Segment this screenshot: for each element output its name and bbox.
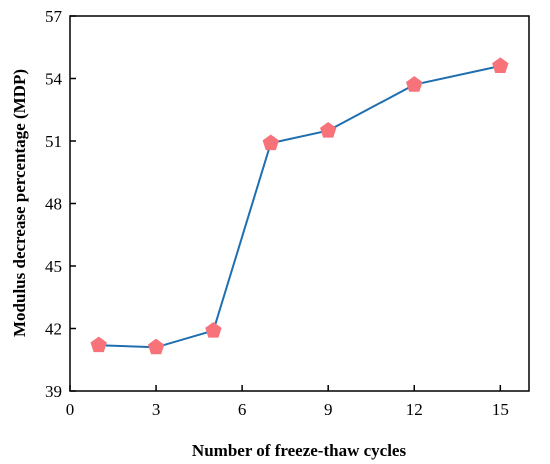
data-point [320,121,337,138]
series-layer [90,57,509,355]
x-tick-label: 9 [324,400,333,419]
x-axis-title: Number of freeze-thaw cycles [192,441,407,460]
y-tick-label: 57 [45,7,63,26]
data-point [406,76,423,92]
y-tick-label: 51 [45,132,62,151]
data-point [492,57,509,73]
tick-labels: 0 3 6 9 12 15 39 42 45 48 51 54 57 [45,7,509,419]
x-tick-label: 3 [152,400,161,419]
data-point [262,134,279,151]
x-tick-label: 12 [406,400,423,419]
plot-frame [69,15,530,392]
y-tick-label: 42 [45,320,62,339]
plot-area [69,15,530,392]
y-axis-title: Modulus decrease percentage (MDP) [10,69,29,337]
data-point [147,338,165,355]
y-tick-label: 45 [45,257,62,276]
x-tick-label: 0 [66,400,75,419]
x-tick-label: 6 [238,400,247,419]
y-tick-label: 54 [45,70,63,89]
data-point [90,336,107,353]
series-line [98,65,501,349]
data-point [205,321,222,338]
y-tick-label: 48 [45,195,62,214]
x-tick-label: 15 [492,400,509,419]
y-tick-label: 39 [45,382,62,401]
tick-marks [69,15,502,392]
